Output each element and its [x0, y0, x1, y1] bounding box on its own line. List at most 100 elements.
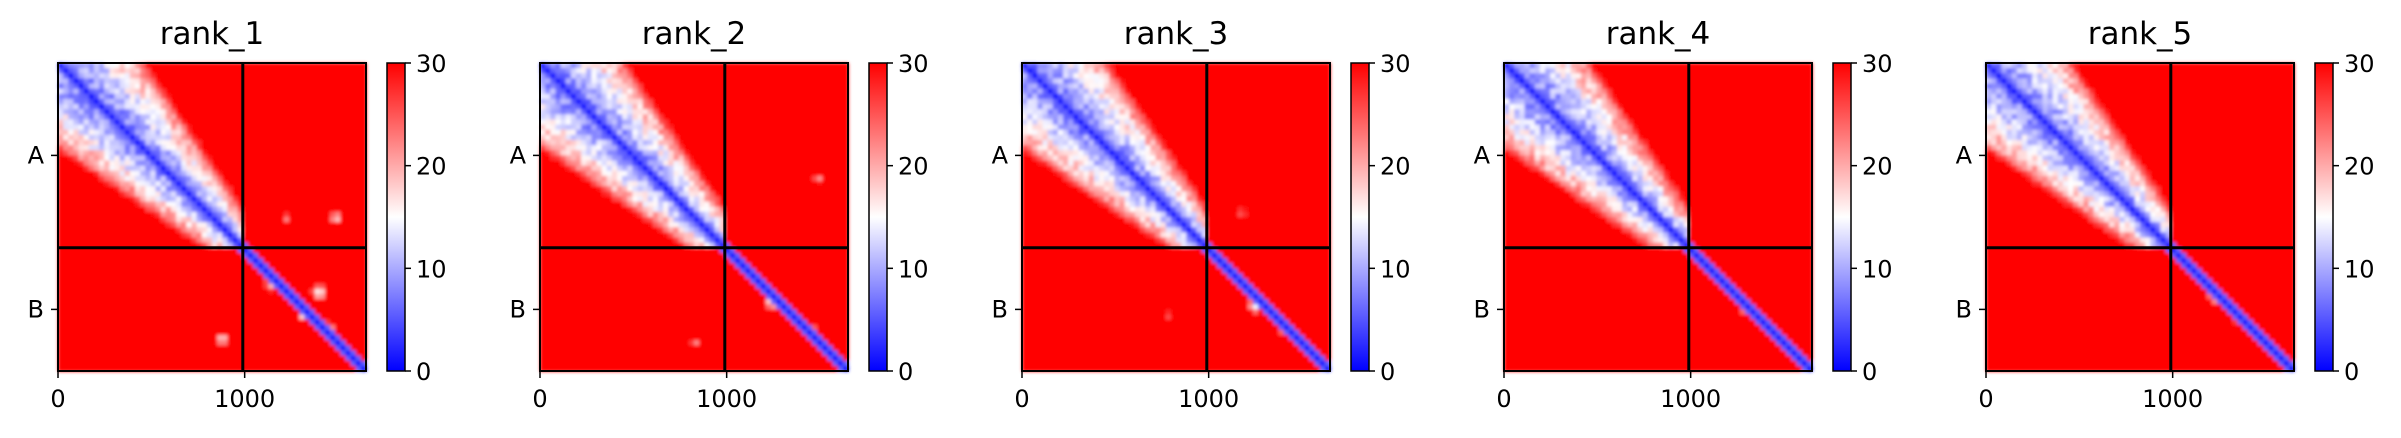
heatmap-cell [156, 284, 162, 290]
heatmap-cell [99, 104, 105, 110]
heatmap-cell [340, 171, 346, 177]
heatmap-cell [217, 94, 223, 100]
heatmap-cell [304, 315, 310, 321]
heatmap-cell [233, 135, 239, 141]
heatmap-cell [114, 207, 120, 213]
heatmap-cell [79, 191, 85, 197]
heatmap-cell [325, 207, 331, 213]
heatmap-cell [299, 130, 305, 136]
heatmap-cell [233, 361, 239, 367]
heatmap-cell [586, 84, 592, 90]
heatmap-cell [114, 114, 120, 120]
heatmap-cell [156, 325, 162, 331]
heatmap-cell [648, 130, 654, 136]
heatmap-cell [566, 104, 572, 110]
heatmap-cell [730, 176, 736, 182]
heatmap-cell [145, 304, 151, 310]
heatmap-cell [699, 125, 705, 131]
heatmap-cell [268, 320, 274, 326]
heatmap-cell [63, 99, 69, 105]
heatmap-cell [325, 330, 331, 336]
heatmap-cell [776, 68, 782, 74]
heatmap-cell [653, 150, 659, 156]
heatmap-cell [181, 350, 187, 356]
heatmap-cell [299, 268, 305, 274]
heatmap-cell [212, 258, 218, 264]
heatmap-cell [673, 68, 679, 74]
heatmap-cell [217, 217, 223, 223]
heatmap-cell [325, 284, 331, 290]
heatmap-cell [709, 161, 715, 167]
heatmap-cell [68, 217, 74, 223]
heatmap-cell [212, 340, 218, 346]
heatmap-cell [617, 119, 623, 125]
heatmap-cell [802, 176, 808, 182]
heatmap-cell [571, 84, 577, 90]
heatmap-cell [79, 130, 85, 136]
heatmap-cell [268, 361, 274, 367]
heatmap-cell [617, 104, 623, 110]
heatmap-cell [622, 99, 628, 105]
heatmap-cell [750, 119, 756, 125]
heatmap-cell [99, 263, 105, 269]
heatmap-cell [63, 109, 69, 115]
heatmap-cell [807, 78, 813, 84]
heatmap-cell [248, 315, 254, 321]
heatmap-cell [299, 171, 305, 177]
heatmap-cell [571, 130, 577, 136]
heatmap-cell [73, 309, 79, 315]
heatmap-cell [120, 171, 126, 177]
heatmap-cell [709, 109, 715, 115]
heatmap-cell [689, 73, 695, 79]
heatmap-cell [73, 176, 79, 182]
heatmap-cell [125, 161, 131, 167]
heatmap-cell [79, 150, 85, 156]
heatmap-cell [351, 84, 357, 90]
heatmap-cell [258, 89, 264, 95]
heatmap-cell [576, 104, 582, 110]
heatmap-cell [663, 84, 669, 90]
heatmap-cell [125, 294, 131, 300]
heatmap-cell [320, 330, 326, 336]
heatmap-cell [217, 186, 223, 192]
heatmap-cell [356, 109, 362, 115]
heatmap-cell [812, 171, 818, 177]
heatmap-cell [340, 238, 346, 244]
heatmap-cell [581, 104, 587, 110]
heatmap-cell [68, 350, 74, 356]
heatmap-cell [679, 130, 685, 136]
heatmap-cell [638, 94, 644, 100]
heatmap-cell [345, 273, 351, 279]
heatmap-cell [73, 161, 79, 167]
heatmap-cell [94, 84, 100, 90]
heatmap-cell [207, 227, 213, 233]
heatmap-cell [104, 196, 110, 202]
heatmap-cell [771, 119, 777, 125]
heatmap-cell [284, 186, 290, 192]
heatmap-cell [130, 340, 136, 346]
heatmap-cell [73, 202, 79, 208]
heatmap-cell [289, 258, 295, 264]
heatmap-cell [797, 135, 803, 141]
heatmap-cell [315, 191, 321, 197]
heatmap-cell [566, 125, 572, 131]
heatmap-cell [679, 94, 685, 100]
heatmap-cell [766, 140, 772, 146]
heatmap-cell [279, 340, 285, 346]
heatmap-cell [699, 135, 705, 141]
heatmap-cell [79, 99, 85, 105]
heatmap-cell [94, 161, 100, 167]
heatmap-cell [94, 176, 100, 182]
heatmap-cell [289, 109, 295, 115]
heatmap-cell [694, 176, 700, 182]
heatmap-cell [792, 99, 798, 105]
heatmap-cell [156, 73, 162, 79]
heatmap-cell [586, 99, 592, 105]
heatmap-cell [299, 84, 305, 90]
heatmap-cell [330, 73, 336, 79]
heatmap-cell [73, 320, 79, 326]
heatmap-cell [84, 78, 90, 84]
heatmap-cell [140, 135, 146, 141]
heatmap-cell [340, 315, 346, 321]
heatmap-cell [63, 207, 69, 213]
